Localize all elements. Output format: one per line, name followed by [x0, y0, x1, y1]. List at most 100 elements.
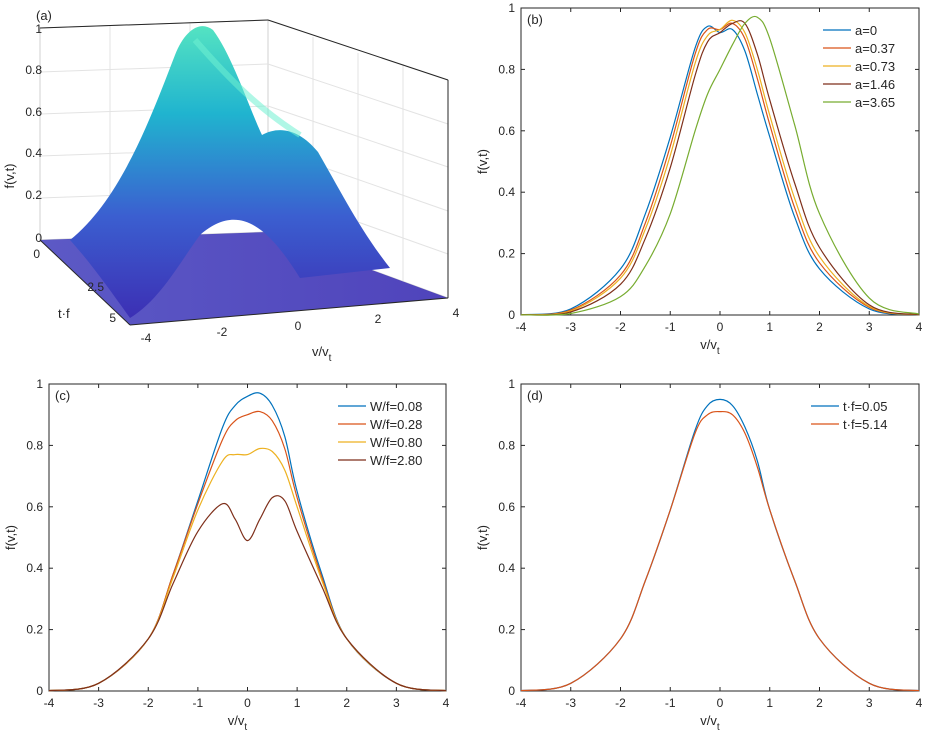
y-axis-label: f(v,t): [475, 149, 490, 174]
tf-tick-2.5: 2.5: [87, 280, 104, 294]
a-zlabel: f(v,t): [2, 163, 17, 188]
y-tick-label: 0.2: [498, 623, 515, 637]
v-tick-4: 4: [453, 306, 460, 320]
y-tick-label: 0: [508, 308, 515, 322]
x-tick-label: 0: [717, 320, 724, 334]
y-tick-label: 0.2: [498, 247, 515, 261]
x-tick-label: 3: [393, 696, 400, 710]
x-tick-label: -3: [565, 320, 576, 334]
x-tick-label: 2: [816, 696, 823, 710]
legend-label: W/f=0.28: [370, 417, 422, 432]
series-line-a=0.37: [520, 22, 920, 316]
y-tick-label: 0.8: [26, 438, 43, 452]
legend: a=0 a=0.37 a=0.73 a=1.46 a=3.65: [819, 18, 911, 114]
y-tick-label: 0.4: [26, 561, 43, 575]
x-tick-label: 1: [766, 696, 773, 710]
panel-label: (d): [527, 388, 543, 403]
x-tick-label: 0: [717, 696, 724, 710]
y-tick-label: 0.2: [26, 623, 43, 637]
x-tick-label: -3: [565, 696, 576, 710]
x-tick-label: 3: [866, 320, 873, 334]
legend-label: a=3.65: [855, 95, 895, 110]
y-tick-label: 1: [36, 377, 43, 391]
v-tick-neg2: -2: [217, 325, 228, 339]
legend-label: a=0: [855, 23, 877, 38]
x-tick-label: -1: [665, 696, 676, 710]
line-plot-panel-c: -4 -3 -2 -1 0 1 2 3 400.20.40.60.81W/f=0.08W/f=0…: [3, 377, 450, 733]
y-tick-label: 0.8: [498, 438, 515, 452]
x-tick-label: 4: [916, 696, 923, 710]
z-tick-0.6: 0.6: [25, 105, 42, 119]
legend-label: t·f=0.05: [843, 399, 887, 414]
x-axis-label: v/vt: [700, 713, 720, 733]
tf-tick-0: 0: [33, 247, 40, 261]
v-tick-labels: -4 -2 0 2 4: [141, 306, 460, 345]
z-tick-0: 0: [35, 231, 42, 245]
legend-box: [334, 394, 438, 472]
x-tick-label: 4: [916, 320, 923, 334]
y-tick-label: 0.6: [498, 124, 515, 138]
tf-axis-label: t·f: [58, 306, 70, 321]
z-tick-labels: 0 0.2 0.4 0.6 0.8 1: [25, 22, 42, 245]
panel-label: (b): [527, 12, 543, 27]
legend-label: W/f=0.08: [370, 399, 422, 414]
y-tick-label: 1: [508, 377, 515, 391]
x-tick-label: -4: [44, 696, 55, 710]
legend-label: a=0.37: [855, 41, 895, 56]
v-tick-2: 2: [375, 312, 382, 326]
series-line-t·f=0.05: [520, 398, 920, 692]
y-tick-label: 0.4: [498, 561, 515, 575]
surface-hump: [70, 26, 390, 318]
y-tick-label: 0.8: [498, 62, 515, 76]
z-tick-0.8: 0.8: [25, 63, 42, 77]
series-line-a=0: [520, 25, 920, 316]
line-plot-panel-d: -4 -3 -2 -1 0 1 2 3 4 0 0.2 0.4 0.6 0.8 1 t·f=0.05 t·f=5…: [475, 377, 923, 733]
y-axis-label: f(v,t): [475, 525, 490, 550]
x-tick-label: -1: [665, 320, 676, 334]
a-xlabel: v/vt: [312, 344, 332, 364]
x-tick-label: -2: [143, 696, 154, 710]
y-axis-label: f(v,t): [3, 525, 18, 550]
v-tick-neg4: -4: [141, 331, 152, 345]
legend-label: t·f=5.14: [843, 417, 887, 432]
legend-label: a=1.46: [855, 77, 895, 92]
legend: t·f=0.05 t·f=5.14: [807, 394, 911, 436]
surface-ridge: [192, 38, 302, 138]
y-tick-label: 0.6: [26, 500, 43, 514]
y-tick-label: 0: [36, 684, 43, 698]
x-tick-label: 4: [443, 696, 450, 710]
line-plot-panel-b: -4 -3 -2 -1 0 1 2 3 4 0 0.2 0.4 0.6 0.8 1 a=0 a=0.37 a=0.…: [475, 1, 923, 357]
y-tick-label: 0.4: [498, 185, 515, 199]
x-tick-label: -1: [193, 696, 204, 710]
series-line-W/f=0.80: [48, 447, 447, 692]
x-tick-label: -2: [615, 320, 626, 334]
panel-label: (c): [55, 388, 70, 403]
legend-label: W/f=2.80: [370, 453, 422, 468]
z-tick-1: 1: [35, 22, 42, 36]
z-tick-0.4: 0.4: [25, 146, 42, 160]
x-tick-label: 2: [343, 696, 350, 710]
legend-label: a=0.73: [855, 59, 895, 74]
legend: W/f=0.08 W/f=0.28 W/f=0.80 W/f=2.80: [334, 394, 438, 472]
x-tick-label: 1: [294, 696, 301, 710]
x-axis-label: v/vt: [700, 337, 720, 357]
v-tick-0: 0: [295, 319, 302, 333]
series-line-W/f=2.80: [48, 495, 447, 692]
x-tick-label: -2: [615, 696, 626, 710]
x-tick-label: 3: [866, 696, 873, 710]
series-line-t·f=5.14: [520, 410, 920, 692]
y-tick-label: 1: [508, 1, 515, 15]
z-tick-0.2: 0.2: [25, 188, 42, 202]
x-tick-label: 1: [766, 320, 773, 334]
x-tick-label: -4: [516, 696, 527, 710]
series-line-a=1.46: [520, 20, 920, 316]
grid-lines-3d: [39, 22, 449, 282]
x-tick-label: 2: [816, 320, 823, 334]
x-axis-label: v/vt: [228, 713, 248, 733]
surface-plot-panel-a: (a) 0 0.2 0.4 0.6 0.8 1 0 2.5 5 -4 -2 0 …: [2, 8, 460, 364]
legend-box: [807, 394, 911, 436]
legend-label: W/f=0.80: [370, 435, 422, 450]
x-tick-label: -4: [516, 320, 527, 334]
tf-tick-5: 5: [109, 311, 116, 325]
